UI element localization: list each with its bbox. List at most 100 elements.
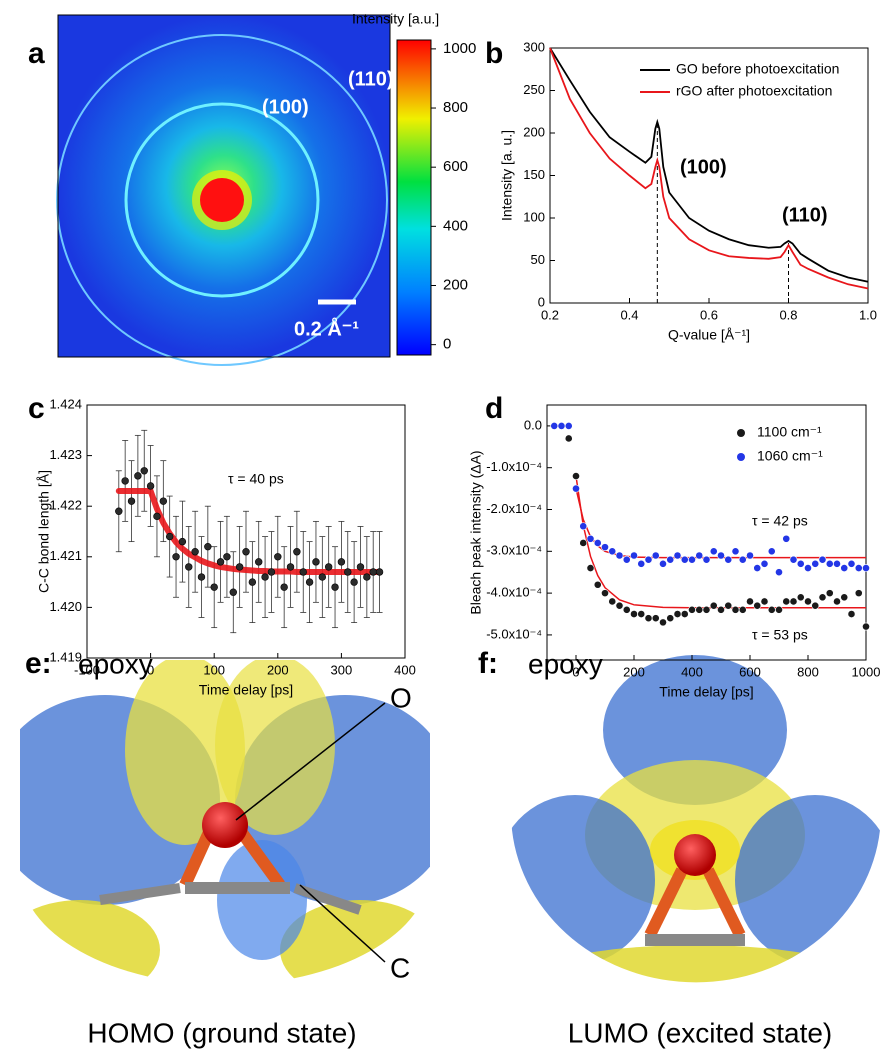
oxygen-atom <box>202 802 248 848</box>
data-point <box>789 555 798 564</box>
data-point <box>847 610 856 618</box>
data-point <box>579 522 588 531</box>
data-point <box>305 578 314 586</box>
colorbar-frame <box>396 39 432 356</box>
data-point <box>637 610 646 618</box>
x-tick-label: 1.0 <box>859 307 877 322</box>
data-point <box>651 614 660 623</box>
ring-100 <box>124 102 320 298</box>
x-tick-label: 400 <box>394 662 416 677</box>
data-point <box>586 534 595 543</box>
data-point <box>666 555 675 564</box>
data-point <box>673 551 682 560</box>
y-tick-label: 1.423 <box>49 447 82 462</box>
y-tick-label: -3.0x10⁻⁴ <box>486 543 542 558</box>
data-point <box>811 559 820 568</box>
data-point <box>637 559 646 568</box>
data-point <box>324 563 333 571</box>
data-point <box>197 573 206 581</box>
panel-label: f: <box>478 647 498 680</box>
data-point <box>337 558 346 566</box>
data-point <box>760 597 769 606</box>
data-point <box>862 564 870 572</box>
x-tick-label: 0.4 <box>620 307 638 322</box>
diffraction-image <box>56 14 391 366</box>
data-point <box>586 564 595 572</box>
data-point <box>593 539 602 547</box>
fit-line <box>575 488 866 559</box>
y-tick-label: 150 <box>523 167 545 182</box>
data-point <box>630 610 638 618</box>
fit-line <box>115 488 383 575</box>
oxygen-atom <box>674 834 716 876</box>
y-tick-label: 50 <box>531 252 545 267</box>
data-point <box>666 614 675 623</box>
data-point <box>235 563 244 571</box>
data-point <box>274 553 282 561</box>
data-point <box>242 548 250 556</box>
data-point <box>804 597 812 606</box>
x-axis-label: Time delay [ps] <box>659 684 753 700</box>
colorbar-tick-label: 200 <box>443 276 468 293</box>
data-point <box>811 601 820 610</box>
data-point <box>833 559 841 568</box>
bond <box>235 826 285 889</box>
data-point <box>659 618 667 627</box>
data-point <box>818 555 827 564</box>
data-point <box>140 467 148 475</box>
scale-bar-label: 0.2 Å⁻¹ <box>294 316 359 340</box>
data-point <box>833 597 841 606</box>
data-point <box>165 532 174 541</box>
data-point <box>789 597 798 606</box>
panel-label: c <box>28 392 45 425</box>
image-frame <box>57 14 391 358</box>
data-point <box>688 605 696 614</box>
colorbar <box>397 40 431 355</box>
data-point <box>564 434 573 443</box>
x-tick-label: 400 <box>681 664 703 679</box>
y-tick-label: 250 <box>523 82 545 97</box>
data-point <box>731 605 740 614</box>
data-point <box>840 564 849 572</box>
plot-frame <box>549 47 869 304</box>
data-point <box>702 555 711 564</box>
data-point <box>753 564 762 572</box>
y-tick-label: 0 <box>538 294 545 309</box>
data-point <box>796 559 805 568</box>
x-tick-label: 100 <box>203 662 225 677</box>
legend-marker <box>737 429 745 437</box>
data-point <box>608 597 617 606</box>
data-point <box>267 568 276 576</box>
data-point <box>204 542 212 551</box>
data-point <box>178 537 187 546</box>
panel-label: a <box>28 37 45 70</box>
data-point <box>312 558 320 566</box>
data-point <box>261 573 269 581</box>
data-point <box>651 551 660 560</box>
center-spot <box>200 178 244 222</box>
data-point <box>115 507 123 515</box>
annotation: τ = 42 ps <box>752 513 808 529</box>
y-tick-label: 0.0 <box>524 417 542 432</box>
y-tick-label: 300 <box>523 39 545 54</box>
data-point <box>572 484 580 493</box>
data-point <box>818 593 827 602</box>
data-point <box>847 559 856 568</box>
data-point <box>248 578 257 586</box>
legend-label: 1100 cm⁻¹ <box>757 424 822 440</box>
data-point <box>688 555 696 564</box>
y-tick-label: 100 <box>523 209 545 224</box>
y-tick-label: -2.0x10⁻⁴ <box>486 501 542 516</box>
x-tick-label: 0 <box>147 662 154 677</box>
data-point <box>782 534 791 543</box>
y-tick-label: 1.422 <box>49 498 82 513</box>
data-point <box>191 548 199 556</box>
data-line <box>549 47 869 283</box>
data-point <box>854 564 863 572</box>
x-tick-label: 0.6 <box>700 307 718 322</box>
y-tick-label: 1.420 <box>49 599 82 614</box>
data-point <box>172 553 180 561</box>
data-point <box>299 568 307 576</box>
x-tick-label: 0.8 <box>779 307 797 322</box>
